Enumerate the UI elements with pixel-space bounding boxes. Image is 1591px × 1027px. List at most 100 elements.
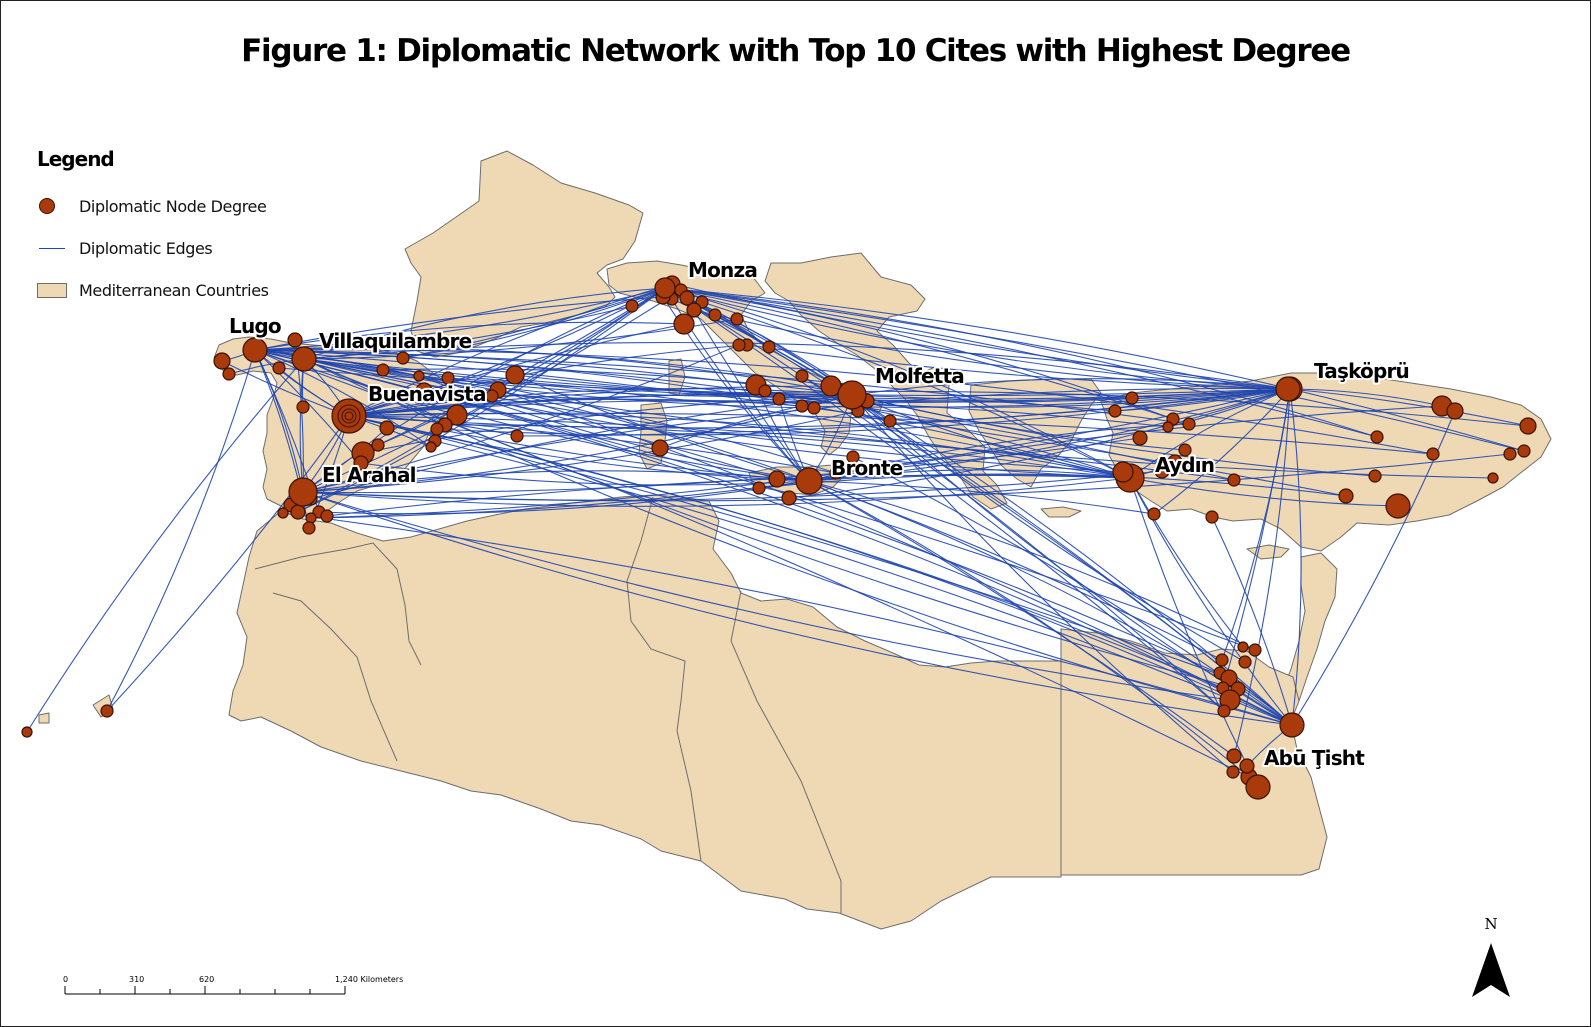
diplomatic-node — [353, 455, 369, 471]
diplomatic-node-buenavista-ring — [337, 404, 361, 428]
diplomatic-node-abu — [1279, 712, 1305, 738]
diplomatic-edge-100 — [693, 309, 810, 482]
diplomatic-edge-122 — [302, 410, 859, 493]
diplomatic-node — [1368, 469, 1382, 483]
diplomatic-node — [1370, 430, 1384, 444]
legend-item-label: Mediterranean Countries — [79, 280, 269, 300]
diplomatic-node — [413, 370, 425, 382]
diplomatic-node — [686, 302, 702, 318]
diplomatic-node-buenavista-ring — [344, 411, 354, 421]
diplomatic-node — [1112, 461, 1134, 483]
diplomatic-node-buenavista-ring — [341, 408, 357, 424]
city-label-buenavista: Buenavista — [368, 382, 486, 406]
diplomatic-node — [1226, 765, 1240, 779]
diplomatic-edge-139 — [808, 423, 1190, 482]
diplomatic-edge-140 — [254, 349, 1190, 425]
city-label-abu-tisht: Abū Ţisht — [1264, 746, 1365, 770]
city-label-aydin: Aydın — [1155, 453, 1214, 477]
diplomatic-node — [758, 384, 772, 398]
diplomatic-node — [795, 369, 809, 383]
diplomatic-edge-190 — [106, 349, 256, 712]
diplomatic-node — [1205, 510, 1219, 524]
diplomatic-edge-56 — [447, 377, 1131, 479]
legend-item-edges: Diplomatic Edges — [37, 227, 269, 269]
diplomatic-edge-73 — [436, 428, 810, 482]
diplomatic-edge-119 — [303, 358, 815, 409]
diplomatic-edge-92 — [348, 283, 673, 417]
diplomatic-edge-168 — [851, 394, 1246, 663]
diplomatic-edge-88 — [282, 512, 1293, 726]
diplomatic-node — [21, 726, 33, 738]
country-border-1 — [626, 496, 702, 862]
diplomatic-edge-186 — [1129, 477, 1259, 788]
diplomatic-node-monza — [654, 277, 676, 299]
country-border-4 — [272, 592, 398, 762]
diplomatic-node-bronte — [795, 467, 823, 495]
scale-tick-620: 620 — [199, 975, 214, 984]
diplomatic-node — [213, 352, 231, 370]
island-cyprus — [1246, 544, 1290, 560]
diplomatic-edge-42 — [1129, 388, 1291, 479]
diplomatic-edge-151 — [664, 287, 1378, 438]
scale-bar: 0 310 620 1,240 Kilometers — [63, 975, 403, 995]
diplomatic-node — [441, 371, 455, 385]
diplomatic-edge-152 — [664, 287, 1378, 438]
country-border-3 — [254, 542, 398, 570]
city-label-el-arahal: El Arahal — [322, 463, 416, 487]
diplomatic-node — [1162, 421, 1174, 433]
diplomatic-node — [1238, 655, 1252, 669]
diplomatic-edge-93 — [671, 283, 1291, 390]
diplomatic-node — [222, 367, 236, 381]
diplomatic-edge-75 — [254, 349, 432, 448]
diplomatic-node — [302, 521, 316, 535]
diplomatic-node — [505, 365, 525, 385]
diplomatic-edge-142 — [1153, 388, 1291, 515]
edge-line-icon — [39, 247, 65, 249]
diplomatic-node — [1154, 463, 1170, 479]
diplomatic-edge-143 — [808, 480, 1155, 515]
diplomatic-edge-137 — [664, 287, 1174, 420]
diplomatic-edge-173 — [808, 480, 1223, 661]
diplomatic-node — [1519, 417, 1537, 435]
diplomatic-edge-70 — [254, 349, 362, 464]
diplomatic-node — [708, 308, 722, 322]
diplomatic-edge-57 — [514, 374, 1291, 403]
diplomatic-node — [829, 466, 843, 480]
map-title: Figure 1: Diplomatic Network with Top 10… — [241, 33, 1351, 69]
diplomatic-node — [320, 509, 334, 523]
diplomatic-edge-71 — [444, 424, 1131, 479]
diplomatic-node-molf — [837, 380, 867, 410]
diplomatic-node — [100, 704, 114, 718]
diplomatic-node — [376, 363, 390, 377]
country-maghreb — [228, 494, 1062, 930]
scale-tick-1240: 1,240 Kilometers — [335, 975, 403, 984]
diplomatic-node — [730, 312, 744, 326]
diplomatic-edge-8 — [254, 349, 1293, 726]
diplomatic-node — [287, 332, 303, 348]
diplomatic-node — [296, 400, 310, 414]
diplomatic-node — [1215, 653, 1229, 667]
diplomatic-edge-97 — [254, 296, 664, 351]
diplomatic-edge-33 — [664, 287, 1291, 390]
diplomatic-node — [651, 439, 669, 457]
city-label-molfetta: Molfetta — [875, 364, 964, 388]
diplomatic-node — [1248, 643, 1262, 657]
diplomatic-node — [762, 340, 776, 354]
diplomatic-node — [772, 392, 786, 406]
diplomatic-node — [510, 429, 524, 443]
diplomatic-edge-11 — [303, 287, 666, 360]
scale-tick-310: 310 — [129, 975, 144, 984]
diplomatic-node — [781, 490, 797, 506]
diplomatic-edge-32 — [664, 287, 1131, 479]
diplomatic-edge-74 — [434, 440, 1293, 726]
diplomatic-edge-183 — [851, 394, 1234, 773]
diplomatic-node — [1108, 404, 1122, 418]
diplomatic-edge-169 — [808, 480, 1256, 651]
legend: Legend Diplomatic Node Degree Diplomatic… — [37, 147, 269, 311]
diplomatic-edge-134 — [1114, 388, 1291, 412]
legend-item-countries: Mediterranean Countries — [37, 269, 269, 311]
diplomatic-node — [305, 512, 317, 524]
diplomatic-node — [679, 290, 695, 306]
diplomatic-edge-156 — [1129, 477, 1399, 507]
diplomatic-edge-176 — [348, 415, 1230, 679]
